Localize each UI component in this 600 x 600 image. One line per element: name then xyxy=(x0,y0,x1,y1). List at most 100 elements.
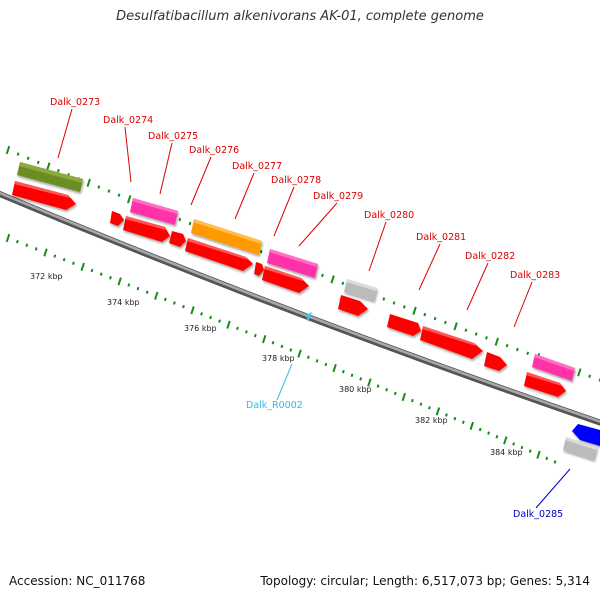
leader-line xyxy=(124,126,132,183)
scale-tick xyxy=(182,304,185,309)
gene-label-dalk-0273[interactable]: Dalk_0273 xyxy=(50,97,100,108)
scale-tick xyxy=(90,268,94,273)
gene-label-dalk-0281[interactable]: Dalk_0281 xyxy=(416,232,466,243)
track-tick xyxy=(505,343,509,348)
gene-label-dalk-0276[interactable]: Dalk_0276 xyxy=(189,145,239,156)
cds-feature[interactable] xyxy=(123,216,170,242)
track-tick xyxy=(178,217,182,222)
scale-tick xyxy=(520,445,524,450)
track-tick xyxy=(598,378,600,382)
leader-line xyxy=(190,156,212,206)
leader-line xyxy=(159,142,173,195)
track-tick xyxy=(433,316,437,321)
scale-tick xyxy=(226,320,231,329)
cds-feature[interactable] xyxy=(524,372,566,397)
leader-line xyxy=(513,281,533,328)
scale-tick xyxy=(376,384,380,388)
cds-feature[interactable] xyxy=(338,295,368,316)
cds-feature[interactable] xyxy=(169,231,186,247)
gene-label-dalk-0282[interactable]: Dalk_0282 xyxy=(465,251,515,262)
gene-label-dalk-0278[interactable]: Dalk_0278 xyxy=(271,175,321,186)
scale-tick xyxy=(127,283,131,287)
gene-label-dalk-0277[interactable]: Dalk_0277 xyxy=(232,161,282,172)
scale-tick xyxy=(385,388,389,392)
track-tick xyxy=(107,189,111,193)
scale-tick xyxy=(461,420,465,424)
track-tick xyxy=(423,312,427,317)
scale-tick xyxy=(306,355,310,359)
track-tick xyxy=(577,368,582,377)
accession-text: Accession: NC_011768 xyxy=(9,574,146,588)
gene-dalk-0281-feature[interactable] xyxy=(420,326,483,359)
scale-tick xyxy=(453,416,457,421)
gene-dalk-0283-feature[interactable] xyxy=(532,354,575,381)
scale-tick xyxy=(244,330,248,334)
scale-tick xyxy=(359,377,363,381)
blue-gene-feature[interactable] xyxy=(572,424,600,446)
gene-dalk-0280-feature[interactable] xyxy=(344,279,377,301)
cds-feature[interactable] xyxy=(185,238,253,271)
scale-tick xyxy=(145,290,149,294)
scale-tick xyxy=(163,297,167,302)
scale-label: 378 kbp xyxy=(262,354,295,363)
track-tick xyxy=(474,332,478,336)
cds-feature[interactable] xyxy=(484,352,507,371)
track-tick xyxy=(86,178,91,188)
scale-tick xyxy=(401,392,407,402)
scale-tick xyxy=(545,456,549,461)
gene-label-dalk-0283[interactable]: Dalk_0283 xyxy=(510,270,560,281)
track-tick xyxy=(46,162,51,171)
scale-tick xyxy=(62,257,66,262)
gene-label-dalk-0274[interactable]: Dalk_0274 xyxy=(103,115,153,126)
scale-tick xyxy=(190,306,195,315)
scale-tick xyxy=(410,398,414,403)
scale-tick xyxy=(154,291,159,300)
scale-tick xyxy=(528,449,532,453)
scale-tick xyxy=(53,254,57,258)
track-tick xyxy=(56,168,60,173)
gene-label-dalk-0285[interactable]: Dalk_0285 xyxy=(513,509,563,520)
scale-label: 384 kbp xyxy=(490,448,523,457)
leader-line xyxy=(368,221,387,272)
leader-line xyxy=(418,243,441,291)
cds-feature[interactable] xyxy=(110,211,124,226)
track-tick xyxy=(330,275,335,284)
scale-tick xyxy=(15,239,19,244)
scale-tick xyxy=(289,348,293,352)
cds-feature[interactable] xyxy=(254,262,264,276)
scale-tick xyxy=(435,407,441,416)
scale-tick xyxy=(512,442,516,446)
scale-label: 374 kbp xyxy=(107,298,140,307)
scale-tick xyxy=(43,248,48,257)
track-tick xyxy=(341,281,345,286)
leader-line xyxy=(535,468,571,509)
scale-tick xyxy=(200,312,203,316)
gene-dalk-0277-feature[interactable] xyxy=(191,219,262,255)
gene-label-dalk-0279[interactable]: Dalk_0279 xyxy=(313,191,363,202)
scale-tick xyxy=(209,315,212,320)
scale-tick xyxy=(367,378,372,387)
gene-label-dalk-r0002[interactable]: Dalk_R0002 xyxy=(246,400,303,411)
track-tick xyxy=(453,322,458,331)
rna-feature-marker[interactable] xyxy=(306,312,312,322)
scale-tick xyxy=(262,335,267,344)
scale-tick xyxy=(236,326,239,331)
cds-feature[interactable] xyxy=(387,314,421,336)
track-tick xyxy=(588,374,592,378)
scale-tick xyxy=(553,460,557,464)
label-leader-lines xyxy=(57,108,571,509)
gene-dalk-0278-feature[interactable] xyxy=(267,249,318,278)
scale-tick xyxy=(419,402,423,406)
genome-backbone xyxy=(0,190,600,426)
gene-label-dalk-0275[interactable]: Dalk_0275 xyxy=(148,131,198,142)
track-tick xyxy=(188,221,192,226)
cds-feature[interactable] xyxy=(262,266,309,293)
scale-tick xyxy=(495,434,499,439)
gene-dalk-0285-feature[interactable] xyxy=(563,437,597,460)
gene-label-dalk-0280[interactable]: Dalk_0280 xyxy=(364,210,414,221)
gene-dalk-0273-feature[interactable] xyxy=(17,162,83,192)
cds-feature[interactable] xyxy=(12,181,76,210)
gene-dalk-0275-feature[interactable] xyxy=(130,198,178,225)
